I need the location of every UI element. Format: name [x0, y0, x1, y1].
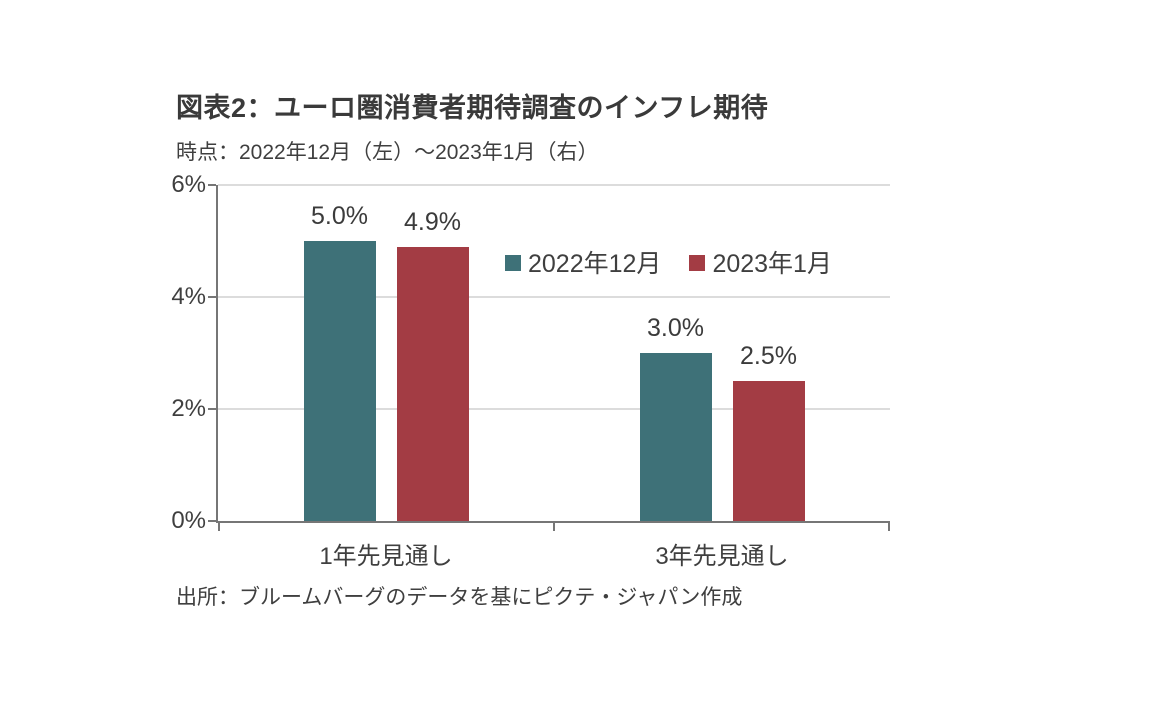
y-axis-tick	[208, 296, 216, 298]
y-axis-tick	[208, 408, 216, 410]
bar-2022年12月-1年先見通し	[303, 241, 376, 521]
gridline	[218, 408, 890, 410]
bar-2023年1月-3年先見通し	[732, 381, 805, 521]
y-axis-label: 0%	[171, 507, 206, 534]
y-axis-label: 6%	[171, 171, 206, 198]
bar-value-label: 4.9%	[404, 207, 461, 236]
legend-swatch	[689, 255, 706, 271]
y-axis-label: 2%	[171, 395, 206, 422]
bar-value-label: 2.5%	[740, 342, 797, 370]
legend-label: 2023年1月	[712, 250, 832, 278]
source-note: 出所：ブルームバーグのデータを基にピクテ・ジャパン作成	[176, 586, 743, 609]
gridline	[218, 296, 890, 298]
bar-value-label: 5.0%	[311, 202, 368, 230]
x-axis-tick	[888, 523, 890, 531]
gridline	[218, 184, 890, 186]
y-axis-line	[216, 185, 218, 523]
plot-area: 0% 2% 4% 6% 5.0% 4.9% 3.0% 2.5%	[171, 171, 890, 534]
x-axis-tick	[218, 523, 220, 531]
x-axis-category-label: 3年先見通し	[655, 543, 789, 570]
bar-value-label: 3.0%	[647, 314, 704, 342]
legend-label: 2022年12月	[528, 250, 662, 278]
legend-swatch	[505, 255, 521, 271]
y-axis-label: 4%	[171, 283, 206, 310]
legend-item: 2022年12月	[505, 244, 661, 280]
x-axis-category-label: 1年先見通し	[319, 543, 453, 570]
chart-subtitle: 時点：2022年12月（左）～2023年1月（右）	[176, 141, 599, 164]
chart-title: 図表2：ユーロ圏消費者期待調査のインフレ期待	[176, 93, 769, 123]
y-axis-tick	[208, 520, 216, 522]
y-axis-tick	[208, 184, 216, 186]
x-axis-line	[216, 521, 890, 523]
bar-2022年12月-3年先見通し	[639, 353, 712, 521]
legend: 2022年12月 2023年1月	[505, 244, 832, 280]
legend-item: 2023年1月	[689, 244, 832, 280]
x-axis-tick	[553, 523, 555, 531]
bar-2023年1月-1年先見通し	[396, 246, 469, 521]
